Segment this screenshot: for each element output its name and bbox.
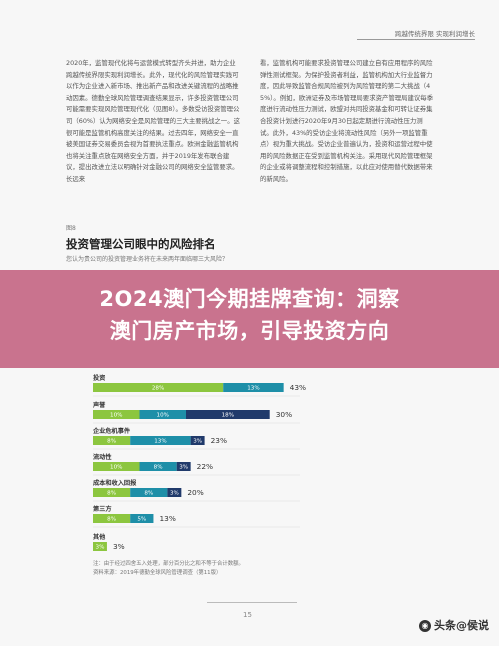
footer-rule [207,602,297,603]
bar-segment [93,383,224,392]
body-right-column: 看，监管机构可能要求投资管理公司建立自有应用程序的风险弹性测试框架。为保护投资者… [260,59,434,183]
overlay-banner [0,270,499,368]
header-rule [357,39,475,40]
bar-segment [139,462,177,471]
total-label: 3% [113,542,125,551]
bar-segment [176,462,191,471]
bar-segment [93,462,140,471]
bar-segment [130,514,154,523]
figure-subtitle: 您认为贵公司的投资管理业务将在未来两年面临哪三大风险？ [66,256,229,263]
segment-label: 10% [110,413,122,419]
segment-label: 10% [110,465,122,471]
watermark: ◉ 头条@侯说 [419,617,489,633]
category-label: 流动性 [93,453,112,461]
segment-label: 8% [107,517,116,523]
figure-note: 注：由于经过四舍五入处理，部分百分比之和不等于合计数额。 [93,561,244,567]
overlay-line-1: 2O24澳门今期挂牌查询：洞察 [99,287,400,311]
bar-segment [223,383,284,392]
figure-label: 图8 [66,225,76,232]
bar-segment [93,514,131,523]
category-label: 第三方 [92,505,112,513]
bar-segment [186,410,270,419]
segment-label: 3% [179,465,188,471]
body-left-column: 2020年，监管现代化将与运营模式转型齐头并进，助力企业跨越传统界限实现利润增长… [66,59,240,183]
category-label: 声誉 [92,401,106,409]
watermark-text: 头条@侯说 [434,619,489,632]
overlay-headline: 2O24澳门今期挂牌查询：洞察 澳门房产市场，引导投资方向 [10,283,489,347]
total-label: 30% [276,410,292,419]
bar-segment [130,436,191,445]
category-label: 其他 [93,533,106,541]
figure-title: 投资管理公司眼中的风险排名 [66,237,216,251]
bar-segment [93,542,107,551]
segment-label: 8% [154,465,163,471]
segment-label: 8% [144,491,153,497]
segment-label: 13% [154,439,166,445]
segment-label: 5% [137,517,146,523]
segment-label: 8% [107,439,116,445]
segment-label: 10% [157,413,169,419]
bar-segment [93,436,131,445]
figure-source: 资料来源：2019年德勤全球风险管理调查（第11版） [93,570,222,576]
bar-segment [93,488,131,497]
segment-label: 3% [170,491,179,497]
total-label: 20% [187,488,203,497]
category-label: 成本和收入回报 [93,479,137,487]
segment-label: 8% [107,491,116,497]
figure-notes: 注：由于经过四舍五入处理，部分百分比之和不等于合计数额。 资料来源：2019年德… [93,560,244,578]
segment-label: 18% [222,413,234,419]
segment-label: 3% [193,439,202,445]
bar-segment [130,488,168,497]
total-label: 23% [211,436,227,445]
running-header: 跨越传统界限 实现利润增长 [394,30,475,38]
bar-segment [190,436,205,445]
segment-label: 3% [96,545,105,551]
segment-label: 13% [247,386,259,392]
category-label: 投资 [93,374,106,382]
total-label: 13% [159,514,175,523]
bar-segment [139,410,186,419]
profile-icon: ◉ [419,620,431,632]
page-number: 15 [243,611,252,619]
category-label: 企业危机事件 [92,427,131,435]
overlay-line-2: 澳门房产市场，引导投资方向 [109,319,390,343]
bar-segment [93,410,140,419]
bar-segment [167,488,182,497]
total-label: 43% [290,383,306,392]
total-label: 22% [197,462,213,471]
segment-label: 28% [152,386,164,392]
